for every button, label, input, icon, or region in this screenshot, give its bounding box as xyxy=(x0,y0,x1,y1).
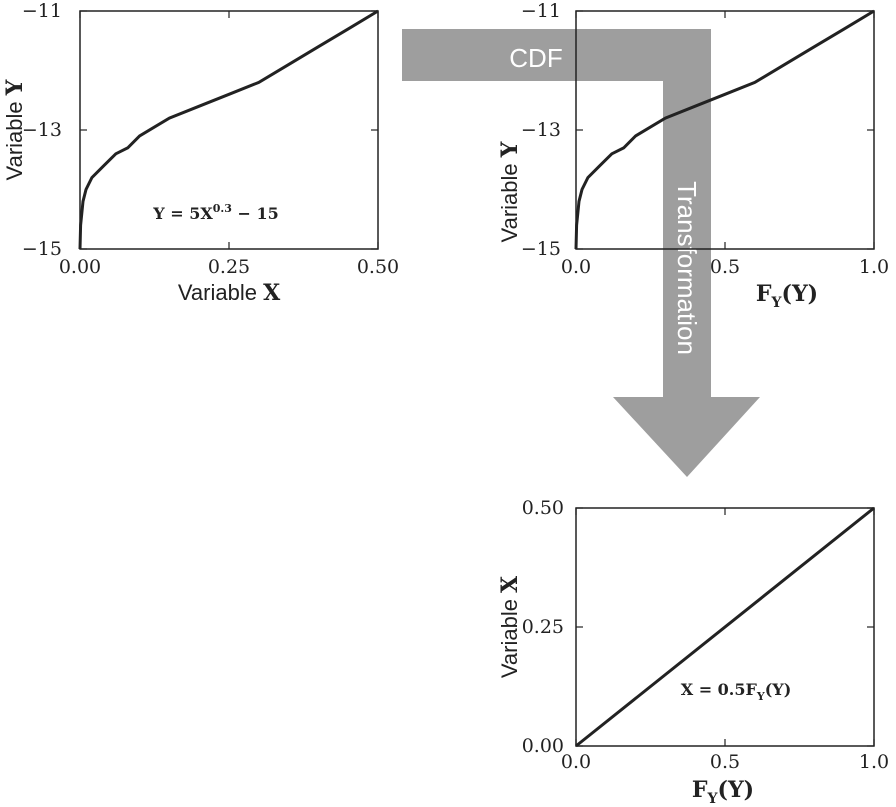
x-axis-label: FY(Y) xyxy=(692,777,754,807)
tick-label-y-top: 0.50 xyxy=(522,497,564,519)
tick-label-x-left: 0.00 xyxy=(59,256,101,278)
y-axis-label: Variable Y xyxy=(497,141,523,242)
arrow-cdf-label: CDF xyxy=(509,43,562,73)
arrow-transformation: Transformation xyxy=(613,81,760,477)
x-axis-label: FY(Y) xyxy=(756,281,818,311)
tick-label-y-bottom: −15 xyxy=(521,238,561,260)
arrow-transformation-label: Transformation xyxy=(672,181,702,355)
arrow-cdf: CDF xyxy=(402,29,711,81)
arrow-cdf-bar xyxy=(402,29,711,81)
tick-label-y-top: −11 xyxy=(521,0,561,22)
tick-label-x-left: 0.0 xyxy=(561,751,591,773)
tick-label-x-right: 1.0 xyxy=(859,256,889,278)
tick-label-y-mid: 0.25 xyxy=(522,616,564,638)
equation-x-of-cdf: X = 0.5FY(Y) xyxy=(681,680,792,703)
tick-label-y-top: −11 xyxy=(22,0,62,22)
y-axis-label: Variable Y xyxy=(2,79,28,180)
plot-x-vs-cdf: 0.50 0.25 0.00 0.0 0.5 1.0 FY(Y) Variabl… xyxy=(497,497,889,807)
plot-y-vs-cdf-ticks xyxy=(575,10,875,250)
tick-label-x-mid: 0.5 xyxy=(710,751,740,773)
y-axis-label: Variable X xyxy=(497,575,523,678)
tick-label-x-right: 0.50 xyxy=(357,256,399,278)
series-line-y-vs-x xyxy=(78,9,379,250)
arrow-transformation-shape xyxy=(613,81,760,477)
x-axis-label: Variable X xyxy=(178,280,281,306)
tick-label-x-mid: 0.25 xyxy=(208,256,250,278)
equation-y-of-x: Y = 5X0.3 − 15 xyxy=(152,202,278,223)
tick-label-x-mid: 0.5 xyxy=(710,256,740,278)
plot-y-vs-x: −11 −13 −15 0.00 0.25 0.50 Variable X Va… xyxy=(2,0,399,306)
tick-label-y-mid: −13 xyxy=(22,119,62,141)
series-line-x-vs-cdf xyxy=(575,506,875,748)
plot-y-vs-cdf: −11 −13 −15 0.0 0.5 1.0 FY(Y) Variable Y xyxy=(497,0,889,311)
tick-label-y-mid: −13 xyxy=(521,119,561,141)
tick-label-y-bottom: −15 xyxy=(22,238,62,260)
tick-label-x-right: 1.0 xyxy=(859,751,889,773)
tick-label-x-left: 0.0 xyxy=(561,256,591,278)
tick-label-y-bottom: 0.00 xyxy=(522,735,564,757)
series-line-y-vs-cdf xyxy=(574,9,875,250)
